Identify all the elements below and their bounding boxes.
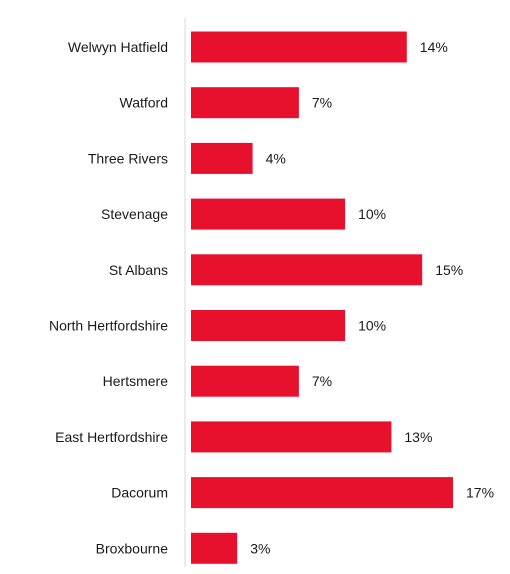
- category-label: Welwyn Hatfield: [68, 39, 168, 55]
- value-label: 15%: [435, 262, 463, 278]
- category-label: Watford: [120, 95, 169, 111]
- bar-watford: [191, 87, 299, 119]
- bar-dacorum: [191, 477, 453, 509]
- value-labels-group: 14% 7% 4% 10% 15% 10% 7% 13% 17% 3%: [250, 39, 494, 556]
- value-label: 13%: [404, 429, 432, 445]
- category-label: Three Rivers: [88, 150, 168, 166]
- bar-broxbourne: [191, 532, 238, 564]
- category-label: East Hertfordshire: [55, 429, 168, 445]
- value-label: 7%: [312, 95, 332, 111]
- bars-group: [191, 31, 453, 564]
- category-label: Broxbourne: [96, 540, 169, 556]
- bar-st-albans: [191, 254, 423, 286]
- value-label: 10%: [358, 318, 386, 334]
- bar-hertsmere: [191, 365, 299, 397]
- value-label: 14%: [420, 39, 448, 55]
- category-label: North Hertfordshire: [49, 318, 168, 334]
- bar-three-rivers: [191, 142, 253, 174]
- bar-stevenage: [191, 198, 346, 230]
- category-label: Dacorum: [111, 485, 168, 501]
- bar-east-hertfordshire: [191, 421, 392, 453]
- category-label: Stevenage: [101, 206, 168, 222]
- value-label: 17%: [466, 485, 494, 501]
- category-labels-group: Welwyn Hatfield Watford Three Rivers Steven…: [49, 39, 168, 556]
- bar-north-hertfordshire: [191, 310, 346, 341]
- category-label: St Albans: [109, 262, 168, 278]
- value-label: 7%: [312, 373, 332, 389]
- value-label: 3%: [250, 540, 270, 556]
- value-label: 4%: [266, 150, 286, 166]
- category-label: Hertsmere: [103, 373, 169, 389]
- bar-welwyn-hatfield: [191, 31, 407, 63]
- value-label: 10%: [358, 206, 386, 222]
